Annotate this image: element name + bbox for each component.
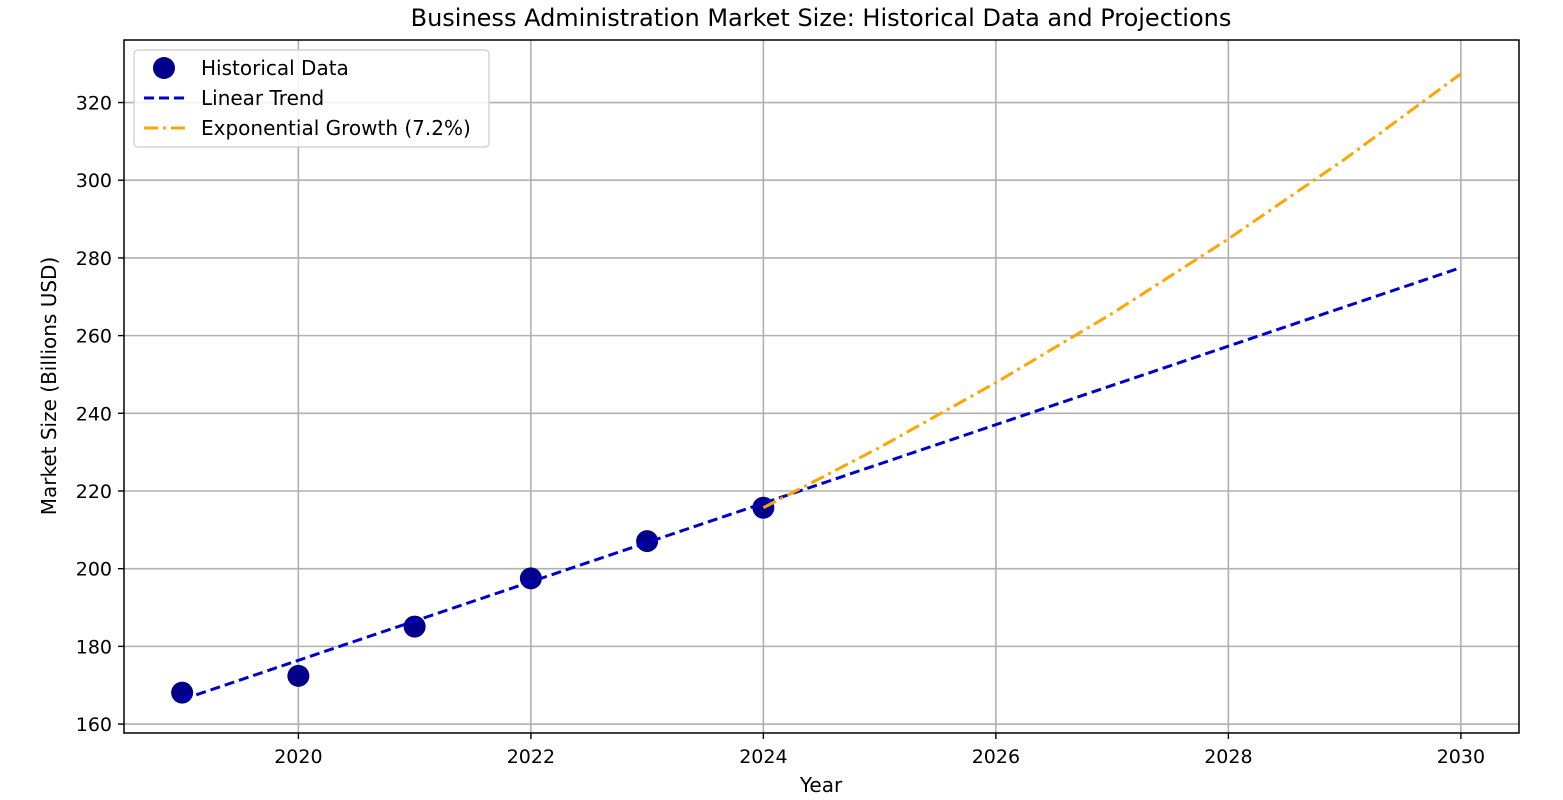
x-tick-label: 2026 <box>972 746 1020 768</box>
data-point-historical-data <box>171 681 194 704</box>
data-point-historical-data <box>403 615 426 638</box>
chart-title: Business Administration Market Size: His… <box>411 4 1232 32</box>
legend-label-historical-data: Historical Data <box>201 56 349 80</box>
y-tick-label: 220 <box>76 481 112 503</box>
data-point-historical-data <box>636 530 659 553</box>
data-point-historical-data <box>287 664 310 687</box>
y-tick-label: 260 <box>76 326 112 348</box>
legend-label-exponential-growth-7-2: Exponential Growth (7.2%) <box>201 116 471 140</box>
grid <box>124 40 1519 733</box>
x-tick-label: 2020 <box>274 746 322 768</box>
legend: Historical Data Linear Trend Exponential G… <box>133 49 490 148</box>
legend-label-linear-trend: Linear Trend <box>201 86 324 110</box>
y-tick-label: 160 <box>76 714 112 736</box>
y-tick-label: 280 <box>76 248 112 270</box>
x-axis-title: Year <box>799 773 843 797</box>
y-tick-label: 240 <box>76 403 112 425</box>
y-tick-label: 180 <box>76 636 112 658</box>
y-axis-title: Market Size (Billions USD) <box>37 257 61 516</box>
x-tick-label: 2030 <box>1437 746 1485 768</box>
series-layer <box>171 72 1462 704</box>
legend-marker-historical-data <box>153 57 175 79</box>
y-tick-label: 200 <box>76 559 112 581</box>
y-tick-label: 300 <box>76 170 112 192</box>
x-tick-label: 2022 <box>507 746 555 768</box>
y-axis: 160 180 200 220 240 260 280 300 320 <box>76 93 124 736</box>
series-line-exponential-growth-7-2 <box>762 72 1462 510</box>
legend-box <box>133 49 490 148</box>
y-tick-label: 320 <box>76 93 112 115</box>
x-axis: 2020 2022 2024 2026 2028 2030 <box>274 733 1485 768</box>
plot-frame <box>123 39 1520 734</box>
x-tick-label: 2024 <box>739 746 787 768</box>
x-tick-label: 2028 <box>1204 746 1252 768</box>
